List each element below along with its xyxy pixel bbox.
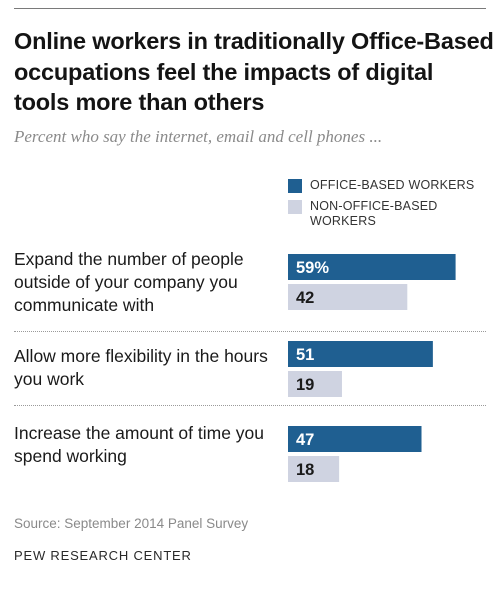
bar-non-office-flexibility [288, 371, 342, 397]
legend-label-office: OFFICE-BASED WORKERS [310, 178, 475, 192]
divider [14, 331, 486, 332]
bar-value-label-office-expand-contacts: 59% [296, 259, 329, 277]
category-label-flexibility: Allow more flexibility in the hours you … [14, 346, 268, 389]
category-label-expand-contacts: Expand the number of people outside of y… [14, 249, 244, 315]
legend-item-non-office: NON-OFFICE-BASED WORKERS [288, 199, 488, 229]
category-label-time-working: Increase the amount of time you spend wo… [14, 423, 264, 466]
source-note: Source: September 2014 Panel Survey [14, 516, 249, 531]
bar-value-label-non-office-expand-contacts: 42 [296, 289, 314, 307]
bar-value-label-office-flexibility: 51 [296, 346, 314, 364]
legend-swatch-office [288, 179, 302, 193]
bar-value-label-non-office-flexibility: 19 [296, 376, 314, 394]
bar-office-flexibility [288, 341, 433, 367]
divider [14, 405, 486, 406]
top-rule [14, 8, 486, 9]
bar-office-expand-contacts [288, 254, 456, 280]
bar-office-time-working [288, 426, 422, 452]
chart-subtitle: Percent who say the internet, email and … [14, 127, 383, 146]
legend-label-non-office: NON-OFFICE-BASED WORKERS [310, 199, 438, 228]
bar-non-office-time-working [288, 456, 340, 482]
bar-value-label-office-time-working: 47 [296, 431, 314, 449]
legend: OFFICE-BASED WORKERS NON-OFFICE-BASED WO… [288, 178, 488, 235]
legend-swatch-non-office [288, 200, 302, 214]
chart-title: Online workers in traditionally Office-B… [14, 28, 494, 115]
legend-item-office: OFFICE-BASED WORKERS [288, 178, 488, 193]
bar-value-label-non-office-time-working: 18 [296, 461, 314, 479]
bar-non-office-expand-contacts [288, 284, 408, 310]
organization-name: PEW RESEARCH CENTER [14, 548, 192, 563]
